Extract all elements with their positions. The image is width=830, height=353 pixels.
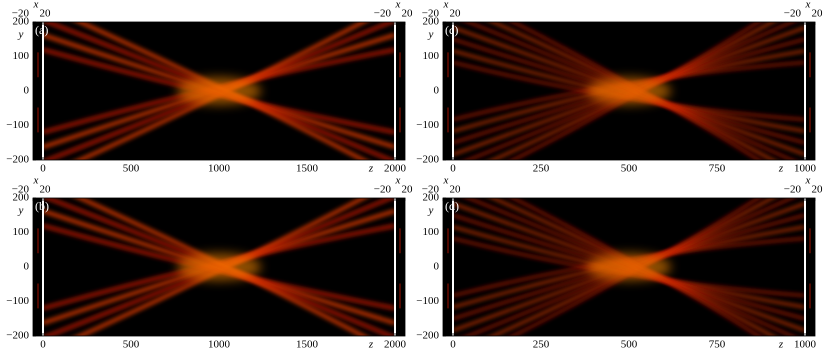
x-tick-label: 500 (621, 163, 638, 175)
x-tick-label: 2000 (384, 339, 407, 351)
x-tick-label: 1500 (296, 339, 319, 351)
y-tick-label: 0 (434, 261, 440, 273)
side-x-label: x (443, 175, 449, 187)
side-x-label: x (395, 0, 401, 11)
side-x-tick-label: −20 (12, 8, 30, 20)
x-label: z (778, 339, 784, 351)
y-tick-label: −100 (416, 119, 439, 131)
x-tick-label: 0 (40, 339, 46, 351)
side-x-tick-label: −20 (784, 184, 802, 196)
y-tick-label: 0 (24, 261, 30, 273)
side-x-label: x (33, 0, 39, 11)
y-tick-label: −200 (6, 154, 29, 166)
y-tick-label: 0 (434, 85, 440, 97)
side-x-label: x (443, 0, 449, 11)
x-label: z (368, 163, 374, 175)
panel-label: (b) (35, 199, 49, 213)
side-x-tick-label: −20 (12, 184, 30, 196)
x-tick-label: 750 (709, 163, 726, 175)
intensity-map (43, 22, 395, 160)
side-x-tick-label: 20 (450, 184, 462, 196)
y-tick-label: 200 (13, 16, 30, 28)
side-x-tick-label: −20 (784, 8, 802, 20)
y-tick-label: 100 (423, 226, 440, 238)
side-x-tick-label: −20 (422, 8, 440, 20)
x-label: z (368, 339, 374, 351)
x-tick-label: 1000 (794, 339, 817, 351)
x-tick-label: 1000 (208, 163, 231, 175)
y-tick-label: −200 (416, 154, 439, 166)
y-tick-label: −100 (6, 119, 29, 131)
panel-label: (d) (445, 199, 459, 213)
side-x-tick-label: −20 (422, 184, 440, 196)
x-tick-label: 0 (450, 339, 456, 351)
y-tick-label: −100 (416, 295, 439, 307)
side-x-tick-label: 20 (402, 8, 414, 20)
y-label: y (428, 205, 434, 217)
x-tick-label: 250 (533, 163, 550, 175)
y-tick-label: 200 (13, 192, 30, 204)
x-tick-label: 500 (123, 339, 140, 351)
intensity-map (453, 22, 805, 160)
side-x-tick-label: 20 (40, 8, 52, 20)
x-tick-label: 1000 (208, 339, 231, 351)
x-tick-label: 500 (621, 339, 638, 351)
y-tick-label: 100 (423, 50, 440, 62)
intensity-map (43, 198, 395, 336)
y-label: y (428, 29, 434, 41)
side-x-label: x (805, 0, 811, 11)
side-x-label: x (395, 175, 401, 187)
side-x-tick-label: 20 (812, 8, 824, 20)
y-tick-label: 100 (13, 226, 30, 238)
y-tick-label: 200 (423, 16, 440, 28)
x-tick-label: 0 (40, 163, 46, 175)
y-label: y (18, 205, 24, 217)
side-x-label: x (33, 175, 39, 187)
panel-label: (a) (35, 23, 48, 37)
y-tick-label: 0 (24, 85, 30, 97)
x-tick-label: 250 (533, 339, 550, 351)
side-x-tick-label: 20 (402, 184, 414, 196)
x-tick-label: 750 (709, 339, 726, 351)
panel-label: (c) (445, 23, 458, 37)
x-tick-label: 1000 (794, 163, 817, 175)
x-tick-label: 1500 (296, 163, 319, 175)
side-x-label: x (805, 175, 811, 187)
y-tick-label: −100 (6, 295, 29, 307)
intensity-map (453, 198, 805, 336)
y-tick-label: −200 (6, 330, 29, 342)
x-tick-label: 2000 (384, 163, 407, 175)
x-tick-label: 0 (450, 163, 456, 175)
y-label: y (18, 29, 24, 41)
side-x-tick-label: −20 (374, 184, 392, 196)
side-x-tick-label: 20 (812, 184, 824, 196)
x-label: z (778, 163, 784, 175)
y-tick-label: 100 (13, 50, 30, 62)
y-tick-label: −200 (416, 330, 439, 342)
y-tick-label: 200 (423, 192, 440, 204)
side-x-tick-label: 20 (450, 8, 462, 20)
side-x-tick-label: 20 (40, 184, 52, 196)
x-tick-label: 500 (123, 163, 140, 175)
side-x-tick-label: −20 (374, 8, 392, 20)
